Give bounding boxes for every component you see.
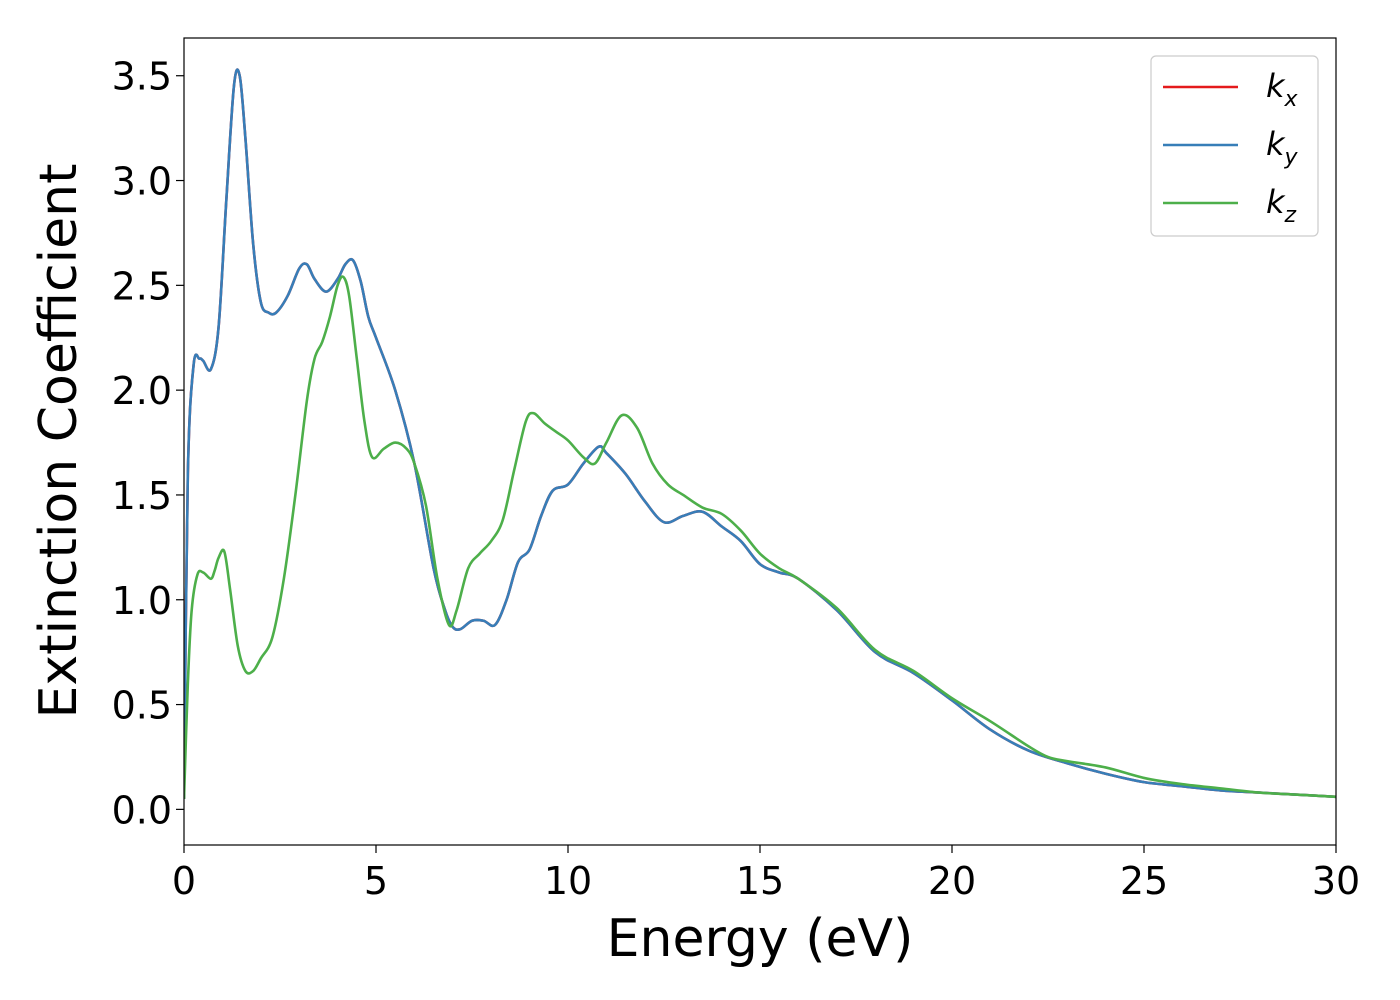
x-tick-label: 30: [1312, 859, 1360, 903]
y-tick-label: 2.5: [112, 264, 172, 308]
x-tick-label: 15: [736, 859, 784, 903]
legend-label: ky: [1266, 125, 1299, 170]
y-axis-title: Extinction Coefficient: [29, 164, 89, 719]
y-axis-ticks: 0.0 0.5 1.0 1.5 2.0 2.5 3.0 3.5: [112, 55, 184, 832]
y-tick-label: 0.0: [112, 788, 172, 832]
x-tick-label: 5: [364, 859, 388, 903]
y-tick-label: 0.5: [112, 684, 172, 728]
legend-label: kz: [1266, 183, 1297, 228]
legend: kx ky kz: [1150, 55, 1319, 237]
legend-item-z: kz: [1163, 183, 1297, 228]
x-axis-title: Energy (eV): [607, 909, 914, 969]
x-axis-ticks: 0 5 10 15 20 25 30: [172, 845, 1360, 903]
legend-item-x: kx: [1163, 67, 1299, 112]
y-tick-label: 2.0: [112, 369, 172, 413]
y-tick-label: 1.5: [112, 474, 172, 518]
x-tick-label: 10: [544, 859, 592, 903]
series-line-z: [184, 275, 1336, 799]
x-tick-label: 25: [1120, 859, 1168, 903]
x-tick-label: 0: [172, 859, 196, 903]
series-line-y: [184, 68, 1336, 799]
x-tick-label: 20: [928, 859, 976, 903]
y-tick-label: 1.0: [112, 579, 172, 623]
y-tick-label: 3.5: [112, 55, 172, 99]
legend-item-y: ky: [1163, 125, 1299, 170]
legend-label: kx: [1266, 67, 1299, 112]
y-tick-label: 3.0: [112, 160, 172, 204]
